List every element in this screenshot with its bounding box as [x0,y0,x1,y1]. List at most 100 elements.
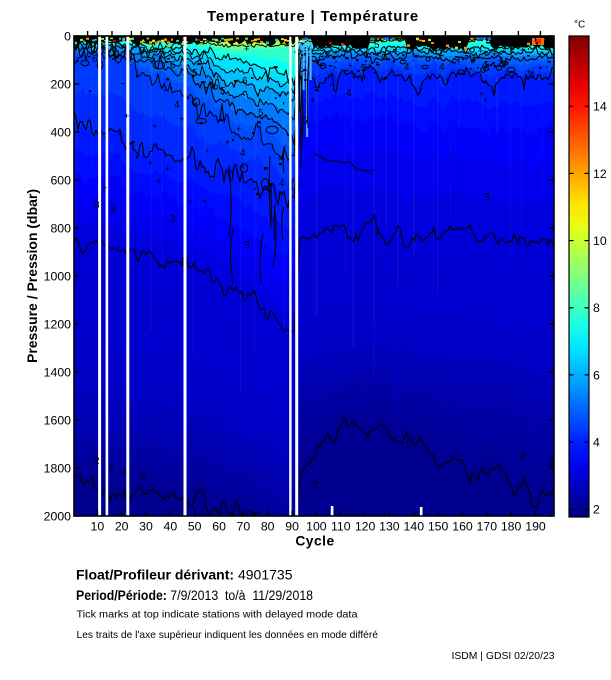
svg-text:+: + [236,124,241,134]
svg-text:1600: 1600 [44,413,72,427]
svg-text:6: 6 [114,50,120,61]
svg-text:200: 200 [50,77,71,91]
svg-text:8: 8 [593,301,600,315]
svg-text:3: 3 [94,200,100,211]
svg-text:+: + [526,67,531,77]
svg-text:+: + [124,111,129,121]
svg-text:5: 5 [220,86,226,97]
svg-text:4: 4 [593,436,600,450]
svg-text:3: 3 [374,228,380,239]
svg-text:ISDM | GDSI 02/20/23: ISDM | GDSI 02/20/23 [452,650,555,662]
svg-text:4: 4 [404,62,410,73]
svg-text:+: + [156,176,161,186]
svg-text:50: 50 [188,520,202,534]
svg-text:600: 600 [50,173,71,187]
svg-text:3: 3 [244,240,250,251]
svg-text:2: 2 [406,440,412,451]
svg-text:4: 4 [529,70,535,81]
svg-text:2000: 2000 [44,509,72,523]
svg-text:+: + [520,45,525,55]
svg-text:6: 6 [170,60,176,71]
svg-text:+: + [445,75,450,85]
svg-text:10: 10 [593,234,607,248]
svg-text:+: + [148,158,153,168]
svg-text:190: 190 [525,520,546,534]
svg-text:150: 150 [428,520,449,534]
svg-text:90: 90 [285,520,299,534]
svg-text:7: 7 [140,46,146,57]
svg-text:+: + [393,47,398,57]
svg-text:5: 5 [192,68,198,79]
svg-text:2: 2 [312,480,318,491]
svg-text:0: 0 [64,29,71,43]
svg-text:+: + [511,39,516,49]
svg-text:2: 2 [94,456,100,467]
svg-text:2: 2 [548,458,554,469]
svg-text:+: + [179,114,184,124]
svg-text:+: + [225,137,230,147]
svg-text:1000: 1000 [44,269,72,283]
svg-text:+: + [240,162,245,172]
svg-text:+: + [165,164,170,174]
svg-text:5: 5 [258,108,264,119]
svg-text:+: + [478,46,483,56]
svg-text:+: + [102,183,107,193]
svg-text:140: 140 [404,520,425,534]
svg-text:1800: 1800 [44,461,72,475]
svg-text:+: + [492,49,497,59]
svg-text:120: 120 [355,520,376,534]
svg-text:160: 160 [452,520,473,534]
svg-text:+: + [202,196,207,206]
svg-text:Temperature | Température: Temperature | Température [207,8,419,25]
svg-text:12: 12 [593,167,607,181]
svg-text:5: 5 [361,63,367,74]
svg-text:+: + [362,73,367,83]
svg-text:10: 10 [91,520,105,534]
svg-text:Float/Profileur dérivant: 4901: Float/Profileur dérivant: 4901735 [76,567,293,582]
svg-text:100: 100 [306,520,327,534]
svg-text:2: 2 [140,472,146,483]
svg-text:4: 4 [174,100,180,111]
svg-text:110: 110 [331,520,351,534]
svg-text:3: 3 [170,214,176,225]
svg-text:40: 40 [164,520,178,534]
svg-text:+: + [244,44,249,54]
svg-text:Cycle: Cycle [295,534,334,549]
svg-text:5: 5 [302,116,308,127]
svg-text:2: 2 [520,450,526,461]
svg-text:80: 80 [261,520,275,534]
svg-text:+: + [152,121,157,131]
svg-text:+: + [483,95,488,105]
svg-text:70: 70 [237,520,251,534]
svg-text:6: 6 [593,368,600,382]
svg-text:+: + [188,197,193,207]
svg-text:1400: 1400 [44,365,72,379]
svg-text:14: 14 [593,100,607,114]
svg-text:180: 180 [501,520,522,534]
svg-text:2: 2 [108,464,114,475]
svg-text:4: 4 [279,153,285,164]
svg-text:+: + [509,47,514,57]
svg-text:6: 6 [242,76,248,87]
svg-text:1200: 1200 [44,317,72,331]
svg-text:20: 20 [115,520,129,534]
svg-text:Pressure / Pression (dbar): Pressure / Pression (dbar) [25,189,40,363]
svg-text:Period/Période: 7/9/2013 to/à: Period/Période: 7/9/2013 to/à 11/29/2018 [76,588,313,603]
svg-text:+: + [310,95,315,105]
svg-text:+: + [364,47,369,57]
svg-text:6: 6 [92,54,98,65]
svg-text:130: 130 [379,520,400,534]
svg-text:4: 4 [240,148,246,159]
svg-text:5: 5 [374,40,380,51]
svg-text:4: 4 [482,60,488,71]
svg-text:4: 4 [279,178,285,189]
svg-text:30: 30 [139,520,153,534]
svg-text:2: 2 [593,503,600,517]
svg-text:°C: °C [574,20,585,31]
svg-text:60: 60 [212,520,226,534]
svg-text:3: 3 [110,204,116,215]
svg-text:2: 2 [120,468,126,479]
svg-text:Tick marks at top indicate sta: Tick marks at top indicate stations with… [77,610,358,621]
svg-text:+: + [479,89,484,99]
svg-text:Les traits de l'axe supérieur: Les traits de l'axe supérieur indiquent … [77,630,379,641]
